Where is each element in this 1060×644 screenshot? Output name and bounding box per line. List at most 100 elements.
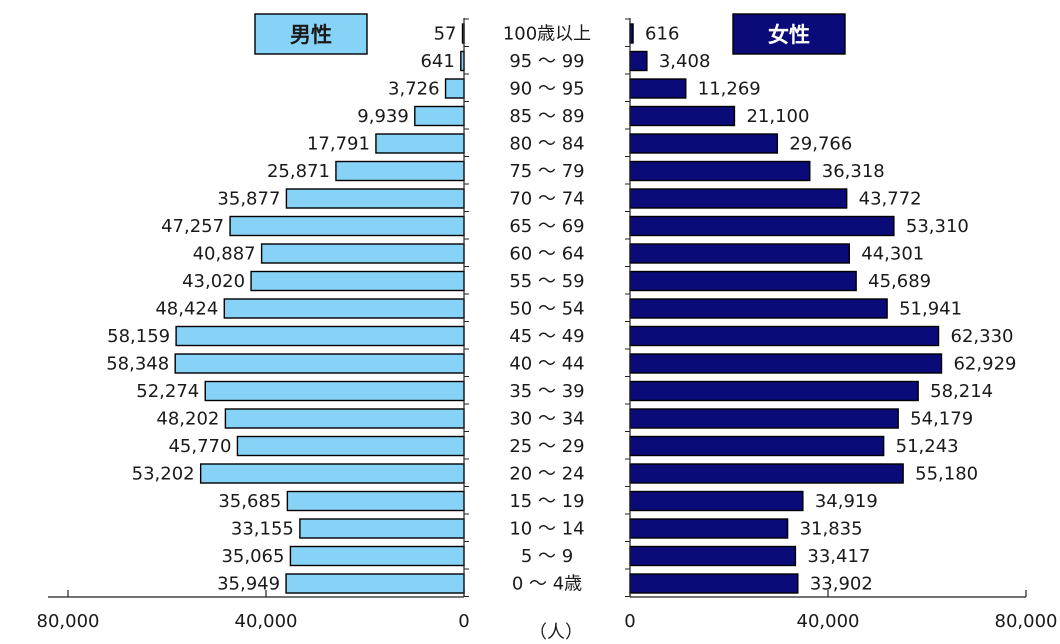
female-value-label: 44,301 xyxy=(861,244,924,265)
female-value-label: 3,408 xyxy=(659,51,711,72)
female-value-label: 43,772 xyxy=(859,189,922,210)
male-bar xyxy=(286,490,465,512)
age-group-label: 85 ～ 89 xyxy=(509,106,584,127)
female-value-label: 21,100 xyxy=(746,106,809,127)
male-bar xyxy=(335,160,465,182)
female-bar xyxy=(629,50,648,72)
male-bar xyxy=(444,78,465,99)
age-group-label: 40 ～ 44 xyxy=(509,354,584,375)
male-bar xyxy=(375,133,465,154)
male-value-label: 57 xyxy=(434,24,457,45)
age-group-label: 70 ～ 74 xyxy=(509,189,584,210)
female-bar xyxy=(629,105,736,127)
female-value-label: 55,180 xyxy=(915,464,978,485)
male-value-label: 641 xyxy=(420,51,454,72)
female-bar xyxy=(629,188,848,209)
female-value-label: 31,835 xyxy=(800,519,863,540)
female-bar-group xyxy=(629,23,943,594)
female-value-label: 54,179 xyxy=(910,409,973,430)
legend-group: 男性 女性 xyxy=(254,13,846,55)
female-bar xyxy=(629,78,687,99)
female-value-label: 33,417 xyxy=(807,546,870,567)
female-value-label: 62,929 xyxy=(953,354,1016,375)
female-value-label: 616 xyxy=(645,24,679,45)
female-x-tick-label: 80,000 xyxy=(995,611,1058,632)
age-group-label: 95 ～ 99 xyxy=(509,51,584,72)
male-bar xyxy=(175,325,465,347)
age-group-label: 55 ～ 59 xyxy=(509,271,584,292)
age-group-labels: 100歳以上 95 ～ 99 90 ～ 95 85 ～ 89 80 ～ 84 75 ～ 7… xyxy=(503,24,591,595)
male-value-label: 35,685 xyxy=(218,491,281,512)
female-bar xyxy=(629,353,943,374)
male-value-label: 43,020 xyxy=(182,271,245,292)
female-bar xyxy=(629,573,799,594)
male-value-label: 25,871 xyxy=(267,161,330,182)
male-value-label: 35,877 xyxy=(217,189,280,210)
age-group-label: 75 ～ 79 xyxy=(509,161,584,182)
male-value-label: 52,274 xyxy=(136,381,199,402)
female-value-label: 58,214 xyxy=(930,381,993,402)
age-group-label: 50 ～ 54 xyxy=(509,299,584,320)
male-value-label: 48,202 xyxy=(156,409,219,430)
male-bar xyxy=(285,573,465,594)
male-bar xyxy=(414,105,465,127)
age-group-label: 25 ～ 29 xyxy=(509,436,584,457)
male-x-tick-label: 80,000 xyxy=(37,611,100,632)
legend-female-label: 女性 xyxy=(768,23,810,47)
female-bar xyxy=(629,435,885,457)
male-value-label: 40,887 xyxy=(193,244,256,265)
female-bar xyxy=(629,160,811,182)
male-bar xyxy=(250,270,465,292)
female-bar xyxy=(629,408,899,429)
male-bar xyxy=(229,215,465,237)
male-value-label: 33,155 xyxy=(231,519,294,540)
male-value-label: 17,791 xyxy=(307,134,370,155)
age-group-label: 60 ～ 64 xyxy=(509,244,584,265)
male-value-label: 53,202 xyxy=(132,464,195,485)
female-value-label: 11,269 xyxy=(698,79,761,100)
male-bar xyxy=(289,545,465,567)
male-bar xyxy=(174,353,465,374)
male-value-label: 47,257 xyxy=(161,216,224,237)
male-value-label: 45,770 xyxy=(168,436,231,457)
male-value-label: 58,159 xyxy=(107,326,170,347)
female-x-tick-label: 0 xyxy=(624,611,635,632)
female-value-label: 34,919 xyxy=(815,491,878,512)
male-bar xyxy=(260,243,465,264)
male-value-label: 9,939 xyxy=(357,106,409,127)
female-bar xyxy=(629,215,895,237)
male-bar-group xyxy=(174,23,465,594)
female-value-label: 45,689 xyxy=(868,271,931,292)
female-value-label: 29,766 xyxy=(789,134,852,155)
female-bar xyxy=(629,545,797,567)
male-bar xyxy=(299,518,465,539)
male-bar xyxy=(285,188,465,209)
male-x-tick-label: 40,000 xyxy=(235,611,298,632)
female-bar xyxy=(629,325,940,347)
female-value-label: 53,310 xyxy=(906,216,969,237)
age-group-label: 15 ～ 19 xyxy=(509,491,584,512)
male-bar xyxy=(204,380,465,402)
male-bar xyxy=(199,463,465,484)
unit-label: （人） xyxy=(529,622,583,643)
age-group-label: 65 ～ 69 xyxy=(509,216,584,237)
female-bar xyxy=(629,298,888,319)
legend-male-label: 男性 xyxy=(290,23,332,47)
male-value-label: 35,949 xyxy=(217,574,280,595)
female-bar xyxy=(629,380,919,402)
age-group-label: 90 ～ 95 xyxy=(509,79,584,100)
age-group-label: 20 ～ 24 xyxy=(509,464,584,485)
female-bar xyxy=(629,490,804,512)
male-bar xyxy=(223,298,465,319)
female-bar xyxy=(629,463,904,484)
female-value-label: 62,330 xyxy=(951,326,1014,347)
legend-female-box xyxy=(732,13,846,55)
female-bar xyxy=(629,270,857,292)
male-x-tick-label: 0 xyxy=(458,611,469,632)
age-group-label: 45 ～ 49 xyxy=(509,326,584,347)
male-value-labels: 57 641 3,726 9,939 17,791 25,871 35,877 47,257 4… xyxy=(106,24,456,595)
axes-group: 80,000 40,000 0 0 40,000 80,000 （人） xyxy=(37,18,1058,643)
female-value-label: 51,243 xyxy=(896,436,959,457)
